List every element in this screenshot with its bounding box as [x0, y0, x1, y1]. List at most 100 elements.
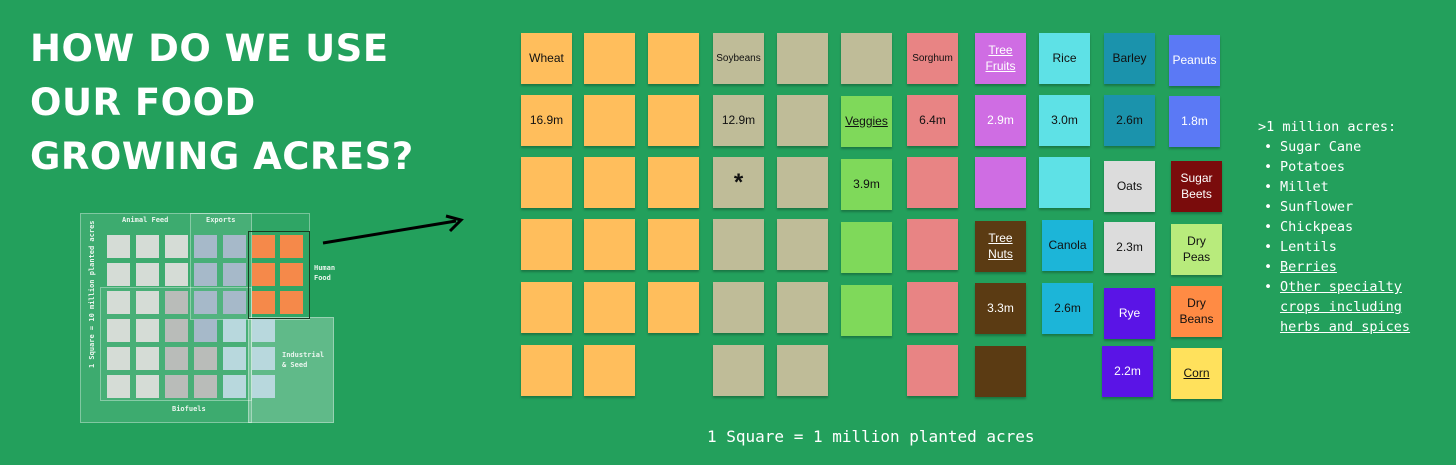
veggies-square: [841, 285, 892, 336]
arrow-icon: [322, 214, 464, 245]
wheat-square: [584, 219, 635, 270]
sugar-beets-label: Sugar Beets: [1180, 170, 1213, 201]
mini-square: [252, 291, 275, 314]
barley-label-square: Barley: [1104, 33, 1155, 84]
tree-nuts-value: 3.3m: [987, 300, 1014, 315]
mini-square: [252, 347, 275, 370]
tree-fruits-value: 2.9m: [987, 112, 1014, 127]
peanuts-value-square: 1.8m: [1169, 96, 1220, 147]
soybeans-square: [777, 282, 828, 333]
corn-square[interactable]: Corn: [1171, 348, 1222, 399]
canola-label-square: Canola: [1042, 220, 1093, 271]
veggies-label-square[interactable]: Veggies: [841, 96, 892, 147]
tree-fruits-link[interactable]: Tree Fruits: [985, 42, 1016, 73]
industrial-text: Industrial & Seed: [282, 351, 325, 369]
corn-link[interactable]: Corn: [1183, 365, 1210, 380]
mini-square: [252, 319, 275, 342]
industrial-label: Industrial & Seed: [282, 350, 330, 370]
berries-link[interactable]: Berries: [1258, 257, 1430, 277]
tree-fruits-label-square[interactable]: Tree Fruits: [975, 33, 1026, 84]
mini-square: [107, 235, 130, 258]
tree-fruits-square: [975, 157, 1026, 208]
tree-nuts-label-square[interactable]: Tree Nuts: [975, 221, 1026, 272]
exports-label: Exports: [206, 216, 236, 224]
rice-label: Rice: [1052, 50, 1077, 65]
mini-square: [165, 263, 188, 286]
wheat-square: [648, 282, 699, 333]
sorghum-label-square: Sorghum: [907, 33, 958, 84]
scale-caption: 1 Square = 1 million planted acres: [707, 427, 1035, 446]
wheat-value-square: 16.9m: [521, 95, 572, 146]
rye-value: 2.2m: [1114, 363, 1141, 378]
wheat-square: [521, 282, 572, 333]
list-item: Lentils: [1258, 237, 1430, 257]
peanuts-label-square: Peanuts: [1169, 35, 1220, 86]
rice-value: 3.0m: [1051, 112, 1078, 127]
rice-label-square: Rice: [1039, 33, 1090, 84]
wheat-square: [584, 157, 635, 208]
other-crops-heading: >1 million acres:: [1258, 119, 1397, 135]
mini-square: [223, 347, 246, 370]
soybeans-square: [713, 345, 764, 396]
soybeans-square: [777, 33, 828, 84]
oats-value: 2.3m: [1116, 239, 1143, 254]
soybeans-value: 12.9m: [721, 112, 756, 127]
wheat-square: [584, 345, 635, 396]
wheat-square: [521, 345, 572, 396]
sorghum-label: Sorghum: [912, 53, 953, 64]
mini-square: [165, 291, 188, 314]
other-crops-items: Sugar Cane Potatoes Millet Sunflower Chi…: [1258, 137, 1430, 337]
wheat-square: [521, 219, 572, 270]
mini-square: [107, 375, 130, 398]
mini-square: [107, 291, 130, 314]
rice-value-square: 3.0m: [1039, 95, 1090, 146]
sugar-beets-square: Sugar Beets: [1171, 161, 1222, 212]
sorghum-square: [907, 282, 958, 333]
wheat-square: [584, 33, 635, 84]
mini-square: [280, 235, 303, 258]
barley-label: Barley: [1112, 50, 1147, 65]
mini-square: [223, 375, 246, 398]
mini-square: [223, 291, 246, 314]
rye-label-square: Rye: [1104, 288, 1155, 339]
canola-value: 2.6m: [1054, 300, 1081, 315]
title-line-2: OUR FOOD: [30, 81, 256, 124]
soybeans-note-square: *: [713, 157, 764, 208]
mini-square: [136, 263, 159, 286]
dry-beans-label: Dry Beans: [1179, 295, 1214, 326]
scale-label: 1 Square = 10 million planted acres: [88, 220, 96, 368]
soybeans-square: [713, 282, 764, 333]
mini-square: [194, 347, 217, 370]
human-food-label: Human Food: [314, 263, 344, 283]
canola-label: Canola: [1048, 237, 1087, 252]
specialty-crops-link[interactable]: Other specialty crops including herbs an…: [1258, 277, 1430, 337]
canola-value-square: 2.6m: [1042, 283, 1093, 334]
veggies-square: [841, 222, 892, 273]
soybeans-square: [777, 345, 828, 396]
soybeans-label-square: Soybeans: [713, 33, 764, 84]
wheat-square: [584, 282, 635, 333]
mini-square: [252, 263, 275, 286]
mini-square: [165, 347, 188, 370]
sorghum-square: [907, 219, 958, 270]
wheat-square: [521, 157, 572, 208]
mini-square: [252, 235, 275, 258]
mini-square: [223, 319, 246, 342]
dry-peas-square: Dry Peas: [1171, 224, 1222, 275]
mini-square: [136, 235, 159, 258]
mini-square: [136, 319, 159, 342]
soybeans-note: *: [733, 168, 744, 196]
veggies-link[interactable]: Veggies: [845, 113, 888, 128]
list-item: Sugar Cane: [1258, 137, 1430, 157]
mini-square: [194, 319, 217, 342]
mini-square: [194, 291, 217, 314]
tree-nuts-value-square: 3.3m: [975, 283, 1026, 334]
other-crops-list: >1 million acres: Sugar Cane Potatoes Mi…: [1258, 117, 1430, 337]
mini-square: [107, 347, 130, 370]
mini-square: [136, 291, 159, 314]
rye-label: Rye: [1118, 305, 1141, 320]
soybeans-square: [777, 157, 828, 208]
wheat-square: [584, 95, 635, 146]
tree-nuts-link[interactable]: Tree Nuts: [988, 230, 1013, 261]
veggies-value-square: 3.9m: [841, 159, 892, 210]
